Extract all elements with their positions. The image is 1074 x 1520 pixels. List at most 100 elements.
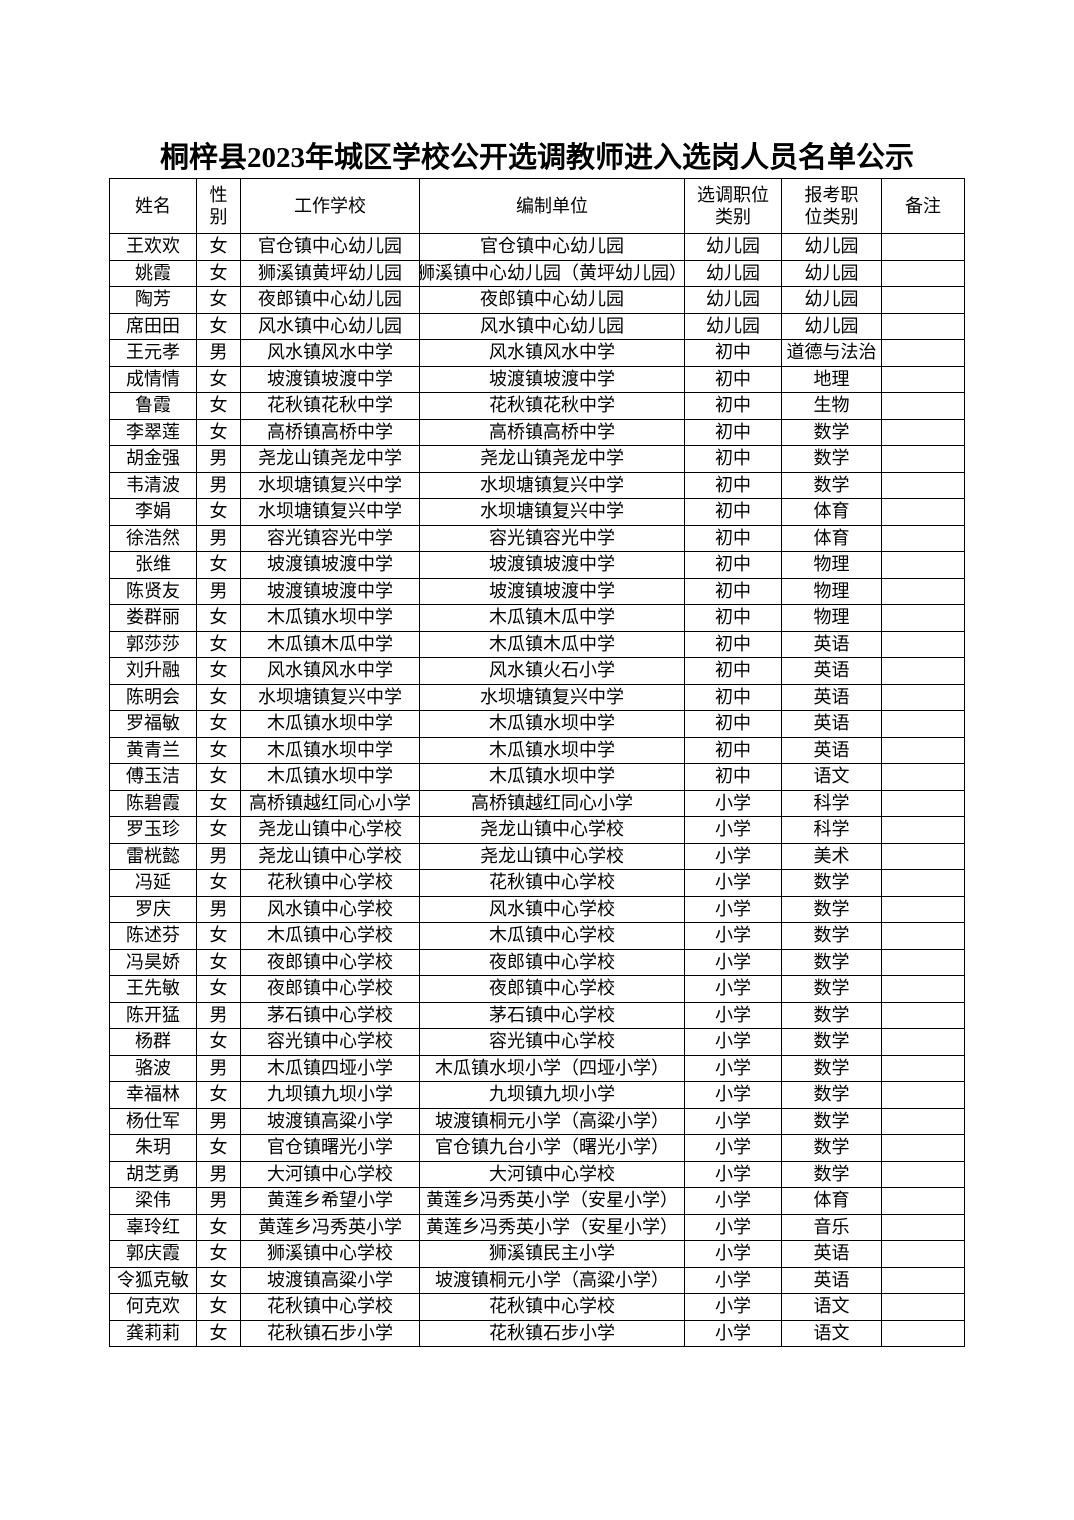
cell-gender: 男 [196, 895, 241, 923]
cell-remarks [881, 259, 965, 287]
cell-remarks [881, 604, 965, 632]
cell-work-school: 水坝塘镇复兴中学 [240, 683, 420, 711]
cell-applied-category-text: 幼儿园 [804, 315, 859, 336]
cell-position-category-text: 初中 [715, 368, 751, 389]
cell-gender-text: 女 [209, 501, 228, 522]
header-gender: 性别 [196, 178, 241, 234]
cell-name: 陈述芬 [109, 922, 197, 950]
cell-name-text: 冯昊娇 [126, 951, 180, 972]
cell-remarks [881, 710, 965, 738]
cell-applied-category: 数学 [781, 1160, 882, 1188]
cell-position-category: 初中 [684, 630, 782, 658]
cell-name-text: 幸福林 [126, 1084, 180, 1105]
cell-position-category-text: 小学 [715, 1057, 751, 1078]
cell-gender: 女 [196, 922, 241, 950]
cell-remarks [881, 233, 965, 261]
cell-work-school: 水坝塘镇复兴中学 [240, 498, 420, 526]
cell-staffing-unit-text: 夜郎镇中心学校 [489, 951, 615, 972]
cell-staffing-unit-text: 水坝塘镇复兴中学 [480, 686, 624, 707]
cell-position-category: 小学 [684, 1081, 782, 1109]
cell-remarks [881, 1240, 965, 1268]
cell-staffing-unit-text: 狮溪镇民主小学 [489, 1243, 615, 1264]
cell-remarks [881, 312, 965, 340]
cell-work-school-text: 风水镇风水中学 [267, 660, 393, 681]
cell-work-school: 木瓜镇中心学校 [240, 922, 420, 950]
cell-remarks [881, 1001, 965, 1029]
cell-applied-category-text: 数学 [813, 925, 850, 946]
cell-staffing-unit: 高桥镇高桥中学 [419, 418, 685, 446]
cell-gender-text: 男 [209, 1004, 228, 1025]
cell-gender: 女 [196, 365, 241, 393]
cell-applied-category: 英语 [781, 1240, 882, 1268]
cell-remarks [881, 842, 965, 870]
cell-name: 雷桄懿 [109, 842, 197, 870]
cell-position-category: 小学 [684, 1160, 782, 1188]
cell-gender: 女 [196, 1319, 241, 1347]
cell-name-text: 鲁霞 [135, 395, 171, 416]
cell-name: 骆波 [109, 1054, 197, 1082]
cell-remarks [881, 365, 965, 393]
cell-staffing-unit-text: 木瓜镇水坝小学（四垭小学） [435, 1057, 669, 1078]
cell-work-school: 狮溪镇黄坪幼儿园 [240, 259, 420, 287]
table-row: 韦清波 男 水坝塘镇复兴中学 水坝塘镇复兴中学 初中 数学 [109, 471, 965, 499]
cell-work-school: 坡渡镇坡渡中学 [240, 577, 420, 605]
cell-applied-category: 科学 [781, 789, 882, 817]
table-row: 雷桄懿 男 尧龙山镇中心学校 尧龙山镇中心学校 小学 美术 [109, 842, 965, 870]
cell-applied-category: 物理 [781, 604, 882, 632]
cell-name-text: 胡金强 [126, 448, 180, 469]
cell-applied-category: 数学 [781, 1028, 882, 1056]
cell-applied-category-text: 数学 [813, 448, 850, 469]
cell-gender-text: 女 [209, 315, 228, 336]
cell-work-school-text: 坡渡镇坡渡中学 [267, 580, 393, 601]
table-row: 姚霞 女 狮溪镇黄坪幼儿园 狮溪镇中心幼儿园（黄坪幼儿园） 幼儿园 幼儿园 [109, 259, 965, 287]
cell-name-text: 陶芳 [135, 289, 171, 310]
cell-position-category: 小学 [684, 948, 782, 976]
cell-applied-category-text: 体育 [813, 501, 850, 522]
cell-remarks [881, 975, 965, 1003]
table-row: 成情情 女 坡渡镇坡渡中学 坡渡镇坡渡中学 初中 地理 [109, 365, 965, 393]
cell-work-school: 狮溪镇中心学校 [240, 1240, 420, 1268]
cell-applied-category: 语文 [781, 1319, 882, 1347]
cell-name: 徐浩然 [109, 524, 197, 552]
cell-applied-category-text: 物理 [813, 554, 850, 575]
cell-staffing-unit-text: 风水镇风水中学 [489, 342, 615, 363]
cell-position-category-text: 小学 [715, 1163, 751, 1184]
cell-remarks [881, 445, 965, 473]
cell-staffing-unit-text: 高桥镇高桥中学 [489, 421, 615, 442]
cell-gender-text: 女 [209, 872, 228, 893]
cell-gender-text: 女 [209, 262, 228, 283]
cell-remarks [881, 339, 965, 367]
table-row: 胡芝勇 男 大河镇中心学校 大河镇中心学校 小学 数学 [109, 1160, 965, 1188]
cell-applied-category-text: 生物 [813, 395, 850, 416]
cell-applied-category: 语文 [781, 1293, 882, 1321]
cell-staffing-unit-text: 官仓镇中心幼儿园 [480, 236, 624, 257]
table-row: 陈明会 女 水坝塘镇复兴中学 水坝塘镇复兴中学 初中 英语 [109, 683, 965, 711]
cell-name: 杨群 [109, 1028, 197, 1056]
table-row: 陈碧霞女高桥镇越红同心小学 高桥镇越红同心小学 小学 科学 [109, 789, 965, 817]
cell-position-category: 初中 [684, 736, 782, 764]
cell-remarks [881, 418, 965, 446]
cell-remarks [881, 1319, 965, 1347]
cell-name: 罗庆 [109, 895, 197, 923]
table-row: 杨仕军 男 坡渡镇高粱小学 坡渡镇桐元小学（高粱小学） 小学 数学 [109, 1107, 965, 1135]
cell-gender-text: 女 [209, 554, 228, 575]
cell-work-school: 木瓜镇水坝中学 [240, 736, 420, 764]
cell-remarks [881, 551, 965, 579]
cell-name-text: 娄群丽 [126, 607, 180, 628]
cell-applied-category-text: 英语 [813, 713, 850, 734]
cell-position-category-text: 小学 [715, 951, 751, 972]
cell-gender-text: 女 [209, 978, 228, 999]
cell-name: 杨仕军 [109, 1107, 197, 1135]
cell-name-text: 陈碧霞 [126, 792, 180, 813]
cell-remarks [881, 1266, 965, 1294]
cell-gender: 女 [196, 736, 241, 764]
table-row: 黄青兰 女 木瓜镇水坝中学 木瓜镇水坝中学 初中 英语 [109, 736, 965, 764]
cell-applied-category: 数学 [781, 869, 882, 897]
table-row: 冯昊娇 女 夜郎镇中心学校 夜郎镇中心学校 小学 数学 [109, 948, 965, 976]
cell-position-category: 初中 [684, 392, 782, 420]
cell-work-school-text: 花秋镇中心学校 [267, 872, 393, 893]
cell-applied-category-text: 数学 [813, 1004, 850, 1025]
cell-name: 张维 [109, 551, 197, 579]
cell-staffing-unit-text: 坡渡镇桐元小学（高粱小学） [435, 1110, 669, 1131]
cell-gender: 女 [196, 392, 241, 420]
